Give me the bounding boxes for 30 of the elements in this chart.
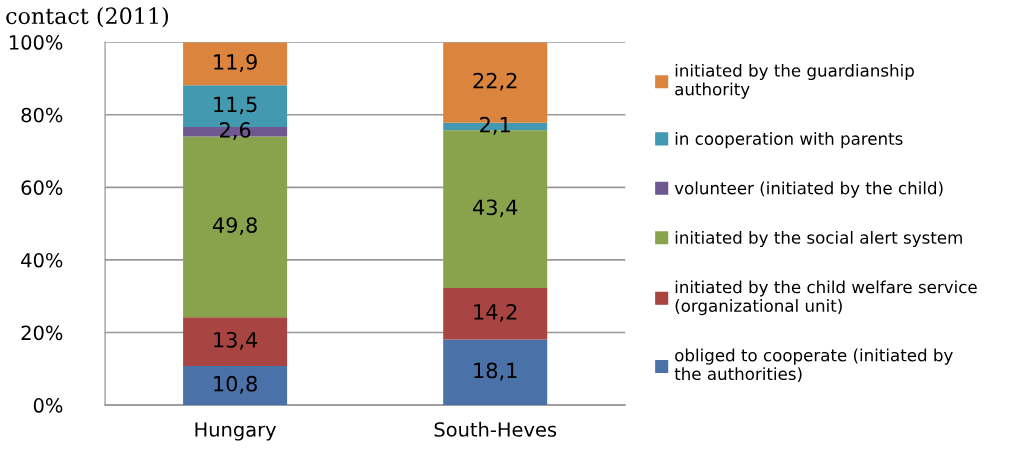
bar — [443, 287, 548, 340]
data-label: 10,8 — [214, 375, 257, 394]
y-tick-label: 80% — [21, 107, 63, 123]
y-tick-label: 0% — [33, 398, 63, 413]
legend-label: in cooperation with parents — [675, 132, 903, 149]
chart-title: contact (2011) — [6, 6, 168, 28]
data-label: 13,4 — [214, 331, 258, 350]
data-label: 49,8 — [212, 217, 257, 236]
bar — [183, 42, 288, 86]
x-tick-label: South-Heves — [434, 421, 557, 437]
legend-label: obliged to cooperate (initiated by the authorities) — [674, 348, 953, 383]
y-tick-label: 20% — [21, 325, 63, 341]
data-label: 2,6 — [220, 122, 251, 140]
bar — [443, 339, 548, 406]
data-label: 11,5 — [214, 96, 257, 115]
data-label: 14,2 — [474, 303, 517, 322]
y-tick-label: 60% — [21, 180, 63, 195]
legend-label: initiated by the guardianship authority — [675, 63, 914, 99]
x-tick-label: Hungary — [195, 422, 277, 441]
legend-label: initiated by the child welfare service (organizational unit) — [675, 280, 977, 316]
data-label: 11,9 — [214, 54, 257, 72]
legend-label: initiated by the social alert system — [675, 230, 962, 248]
y-tick-label: 40% — [21, 252, 63, 268]
data-label: 43,4 — [473, 199, 518, 218]
bar — [183, 317, 288, 366]
bar — [183, 365, 288, 406]
data-label: 18,1 — [474, 362, 517, 381]
legend-label: volunteer (initiated by the child) — [674, 181, 943, 198]
y-tick-label: 100% — [9, 35, 63, 50]
data-label: 22,2 — [473, 72, 517, 91]
